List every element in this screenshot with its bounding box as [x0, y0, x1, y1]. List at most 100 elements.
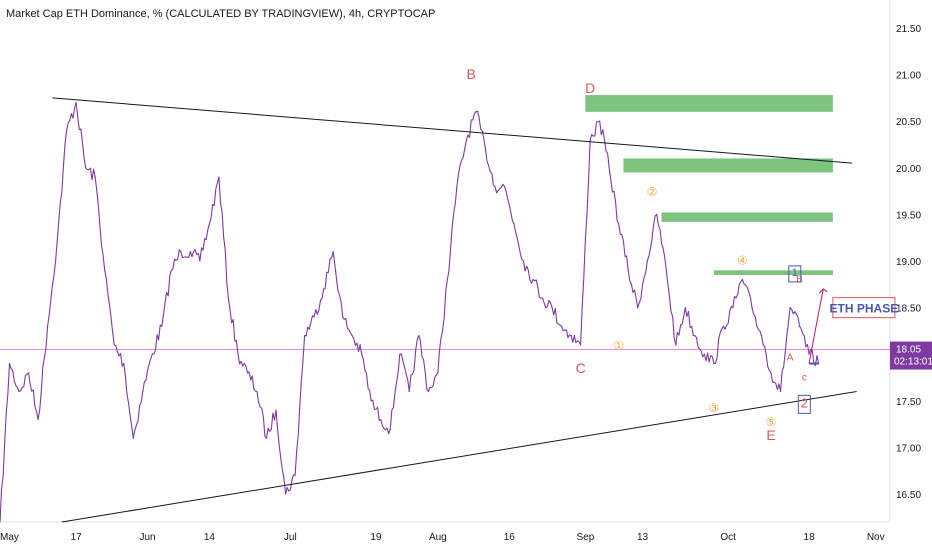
data-point — [361, 353, 363, 355]
wave-label: C — [576, 360, 586, 376]
data-point — [351, 334, 353, 337]
data-point — [180, 251, 182, 253]
data-point — [446, 279, 448, 281]
data-point — [760, 334, 763, 337]
wave-label: ② — [647, 185, 658, 199]
eth-phase-label: ETH PHASE — [830, 302, 899, 316]
data-point — [227, 297, 230, 299]
data-point — [389, 428, 391, 430]
time-tick-label: Jun — [139, 532, 155, 543]
data-point — [770, 372, 772, 374]
price-tick-label: 17.00 — [896, 443, 921, 454]
wave-label: c — [802, 372, 807, 383]
time-tick-label: 14 — [204, 532, 216, 543]
price-axis[interactable]: 16.5017.0017.5018.0018.5019.0019.5020.00… — [890, 24, 932, 501]
data-point — [0, 521, 1, 523]
data-point — [104, 269, 106, 271]
wave-label: D — [585, 80, 595, 96]
data-point — [399, 353, 401, 355]
wave-annotations: B D C E A Bc 1 2 ① ② ③ ④ ⑤ ETH PHASE — [467, 66, 899, 443]
time-tick-label: 18 — [804, 532, 816, 543]
time-tick-label: Nov — [867, 532, 885, 543]
time-tick-label: Aug — [429, 532, 447, 543]
data-point — [46, 325, 49, 327]
wave-label: ① — [613, 339, 624, 353]
data-point — [703, 353, 705, 355]
data-point — [199, 260, 201, 262]
price-tick-label: 21.50 — [896, 24, 921, 35]
data-point — [151, 353, 153, 355]
data-point — [332, 251, 334, 253]
wave-label-box — [788, 265, 802, 283]
data-point — [142, 390, 144, 393]
data-point — [599, 120, 601, 122]
time-tick-label: Sep — [577, 532, 595, 543]
data-point — [265, 437, 268, 439]
data-point — [170, 269, 172, 271]
data-point — [513, 223, 515, 225]
price-tick-label: 20.00 — [896, 164, 921, 175]
data-point — [303, 334, 306, 337]
data-point — [722, 325, 725, 327]
data-point — [323, 288, 325, 290]
data-point — [284, 493, 287, 495]
wave-label: ③ — [709, 401, 720, 415]
data-point — [484, 148, 487, 150]
wave-label: ④ — [737, 254, 748, 268]
price-tick-label: 16.50 — [896, 490, 921, 501]
data-point — [808, 353, 810, 355]
data-point — [570, 334, 572, 337]
wave-label: 1 — [792, 267, 798, 279]
data-point — [465, 139, 468, 141]
data-point — [532, 279, 534, 281]
upper-trendline — [52, 97, 852, 164]
zone-2 — [623, 158, 833, 173]
data-point — [342, 316, 344, 318]
price-tick-label: 21.00 — [896, 71, 921, 82]
time-tick-label: May — [0, 532, 19, 543]
wave-label: A — [787, 353, 794, 364]
time-tick-label: 13 — [637, 532, 649, 543]
data-point — [123, 362, 125, 365]
data-point — [18, 390, 20, 393]
data-point — [522, 260, 525, 262]
wave-arrow — [808, 288, 824, 364]
data-point — [132, 437, 134, 439]
data-point — [580, 344, 582, 346]
data-point — [189, 251, 191, 253]
lower-trendline — [61, 391, 857, 523]
data-point — [408, 390, 410, 393]
trendlines[interactable] — [52, 97, 857, 523]
data-point — [741, 279, 744, 281]
data-point — [85, 167, 87, 169]
wave-label: B — [467, 66, 476, 82]
zone-3 — [661, 212, 833, 222]
data-point — [684, 307, 686, 309]
price-tick-label: 17.50 — [896, 397, 921, 408]
wave-label: E — [766, 427, 775, 443]
candle-countdown: 02:13:01 — [894, 357, 932, 368]
data-point — [94, 176, 96, 178]
price-series — [0, 101, 820, 523]
data-point — [27, 372, 30, 374]
time-tick-label: Jul — [284, 532, 297, 543]
current-price-tag — [890, 341, 932, 370]
price-tick-label: 20.50 — [896, 117, 921, 128]
data-point — [237, 353, 239, 355]
data-point — [551, 307, 553, 309]
data-point — [798, 325, 801, 327]
time-axis[interactable]: May 17 Jun 14 Jul 19 Aug 16 Sep 13 Oct 18 Nov — [0, 532, 885, 543]
data-point — [608, 167, 610, 169]
current-price-value: 18.05 — [896, 345, 921, 356]
data-point — [637, 307, 639, 309]
data-point — [627, 269, 629, 271]
data-point — [56, 241, 58, 243]
time-tick-label: 16 — [504, 532, 516, 543]
data-point — [208, 223, 211, 225]
data-point — [218, 176, 220, 178]
data-point — [275, 409, 277, 411]
wave-label: B — [796, 274, 803, 285]
data-point — [37, 418, 39, 421]
